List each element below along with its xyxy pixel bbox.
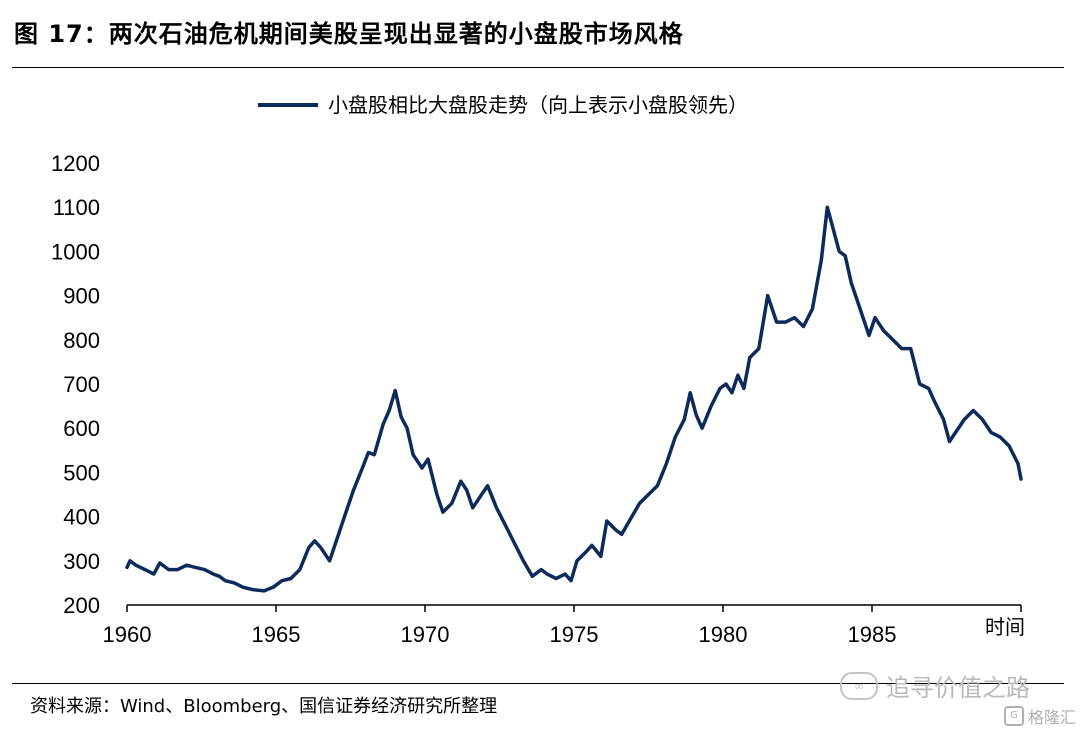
y-tick-label: 1100 <box>53 195 100 220</box>
y-tick-label: 500 <box>63 460 100 485</box>
y-tick-label: 200 <box>63 593 100 618</box>
legend-label: 小盘股相比大盘股走势（向上表示小盘股领先） <box>328 93 748 117</box>
y-tick-label: 900 <box>63 284 100 309</box>
watermark-text: 追寻价值之路 <box>886 674 1030 702</box>
watermark-secondary: G 格隆汇 <box>1004 704 1076 728</box>
gelonghui-logo-icon: G <box>1004 706 1024 726</box>
title-divider <box>12 67 1064 68</box>
x-axis-title: 时间 <box>985 615 1025 639</box>
watermark: ∞ 追寻价值之路 <box>840 668 1030 703</box>
watermark-secondary-text: 格隆汇 <box>1028 708 1077 727</box>
y-tick-label: 800 <box>63 328 100 353</box>
y-tick-label: 1000 <box>51 239 100 264</box>
y-tick-label: 700 <box>63 372 100 397</box>
y-tick-label: 600 <box>63 416 100 441</box>
x-tick-label: 1970 <box>401 622 450 647</box>
x-tick-label: 1965 <box>252 622 301 647</box>
y-tick-label: 400 <box>63 505 100 530</box>
x-tick-label: 1980 <box>699 622 748 647</box>
footer-divider <box>12 683 1064 684</box>
x-tick-label: 1960 <box>103 622 152 647</box>
y-tick-label: 1200 <box>51 151 100 176</box>
wechat-icon: ∞ <box>840 671 878 700</box>
y-tick-label: 300 <box>63 549 100 574</box>
line-chart: 小盘股相比大盘股走势（向上表示小盘股领先） 200 300 400 500 600 700… <box>51 93 1025 647</box>
x-tick-label: 1985 <box>848 622 897 647</box>
figure-title: 图 17：两次石油危机期间美股呈现出显著的小盘股市场风格 <box>14 20 684 48</box>
source-note: 资料来源：Wind、Bloomberg、国信证券经济研究所整理 <box>30 696 498 717</box>
y-axis: 200 300 400 500 600 700 800 900 1000 1100 1200 <box>51 151 100 618</box>
chart-legend: 小盘股相比大盘股走势（向上表示小盘股领先） <box>258 93 748 117</box>
series-line <box>125 205 1023 593</box>
x-tick-label: 1975 <box>550 622 599 647</box>
x-axis: 1960 1965 1970 1975 1980 1985 <box>103 604 1022 647</box>
plot-area <box>125 205 1023 593</box>
